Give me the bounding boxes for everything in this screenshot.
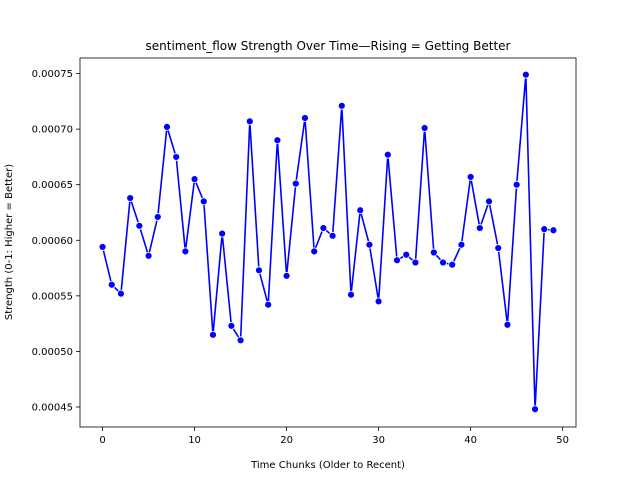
x-tick-label: 0	[99, 435, 105, 446]
data-point	[374, 297, 383, 306]
data-point	[190, 175, 199, 184]
data-point	[245, 117, 254, 126]
x-tick-label: 40	[464, 435, 477, 446]
x-tick-label: 30	[372, 435, 385, 446]
data-point	[227, 321, 236, 330]
data-point	[402, 250, 411, 259]
data-point	[356, 206, 365, 215]
data-point	[153, 213, 162, 221]
data-point	[199, 197, 208, 206]
data-point	[521, 70, 530, 79]
data-point	[466, 173, 475, 181]
data-point	[411, 258, 420, 267]
data-point	[540, 225, 549, 234]
plot-area: 0 10 20 30 40 50 0.00045 0.00050 0.00055 0.00060 0…	[32, 57, 577, 446]
data-point	[209, 330, 217, 339]
data-point	[485, 197, 493, 206]
y-tick-label: 0.00050	[32, 347, 73, 358]
y-tick-label: 0.00060	[32, 236, 73, 247]
x-tick-label: 50	[556, 435, 569, 446]
x-tick-label: 10	[188, 435, 201, 446]
x-tick-label: 20	[280, 435, 293, 446]
data-point	[393, 256, 401, 265]
data-point	[319, 224, 328, 232]
data-point	[218, 229, 227, 238]
data-point	[98, 243, 107, 251]
data-point	[531, 405, 539, 414]
data-point	[347, 290, 355, 299]
data-point	[236, 336, 245, 345]
data-point	[328, 231, 337, 240]
data-point	[172, 153, 181, 161]
data-point	[512, 180, 521, 189]
y-axis-title: Strength (0-1: Higher = Better)	[4, 164, 15, 320]
data-point	[383, 150, 392, 159]
data-point	[448, 260, 457, 269]
y-tick-label: 0.00075	[32, 69, 73, 80]
data-point	[429, 248, 438, 257]
data-point	[310, 247, 319, 256]
data-point	[457, 240, 466, 249]
data-point	[475, 224, 484, 232]
data-point	[494, 244, 503, 252]
data-point	[420, 124, 429, 132]
data-point	[291, 179, 300, 188]
chart-title: sentiment_flow Strength Over Time—Rising…	[146, 39, 511, 53]
data-point	[337, 101, 346, 110]
data-point	[181, 247, 190, 256]
data-point	[107, 280, 116, 289]
data-point	[301, 114, 309, 122]
y-tick-label: 0.00065	[32, 180, 73, 191]
data-point	[273, 136, 282, 145]
y-tick-label: 0.00045	[32, 402, 73, 413]
data-point	[549, 226, 558, 235]
data-point	[126, 194, 135, 202]
data-point	[144, 251, 153, 260]
data-point	[117, 289, 125, 298]
data-point	[255, 266, 263, 275]
series-line	[101, 73, 554, 411]
data-point	[282, 271, 291, 280]
data-point	[264, 300, 273, 309]
x-axis-title: Time Chunks (Older to Recent)	[250, 460, 405, 471]
axes-frame	[79, 57, 577, 428]
y-tick-label: 0.00070	[32, 125, 73, 136]
data-point	[135, 221, 144, 230]
data-point	[503, 320, 512, 329]
data-point	[439, 258, 447, 267]
y-tick-label: 0.00055	[32, 291, 73, 302]
data-point	[365, 240, 374, 249]
data-point	[163, 123, 171, 131]
